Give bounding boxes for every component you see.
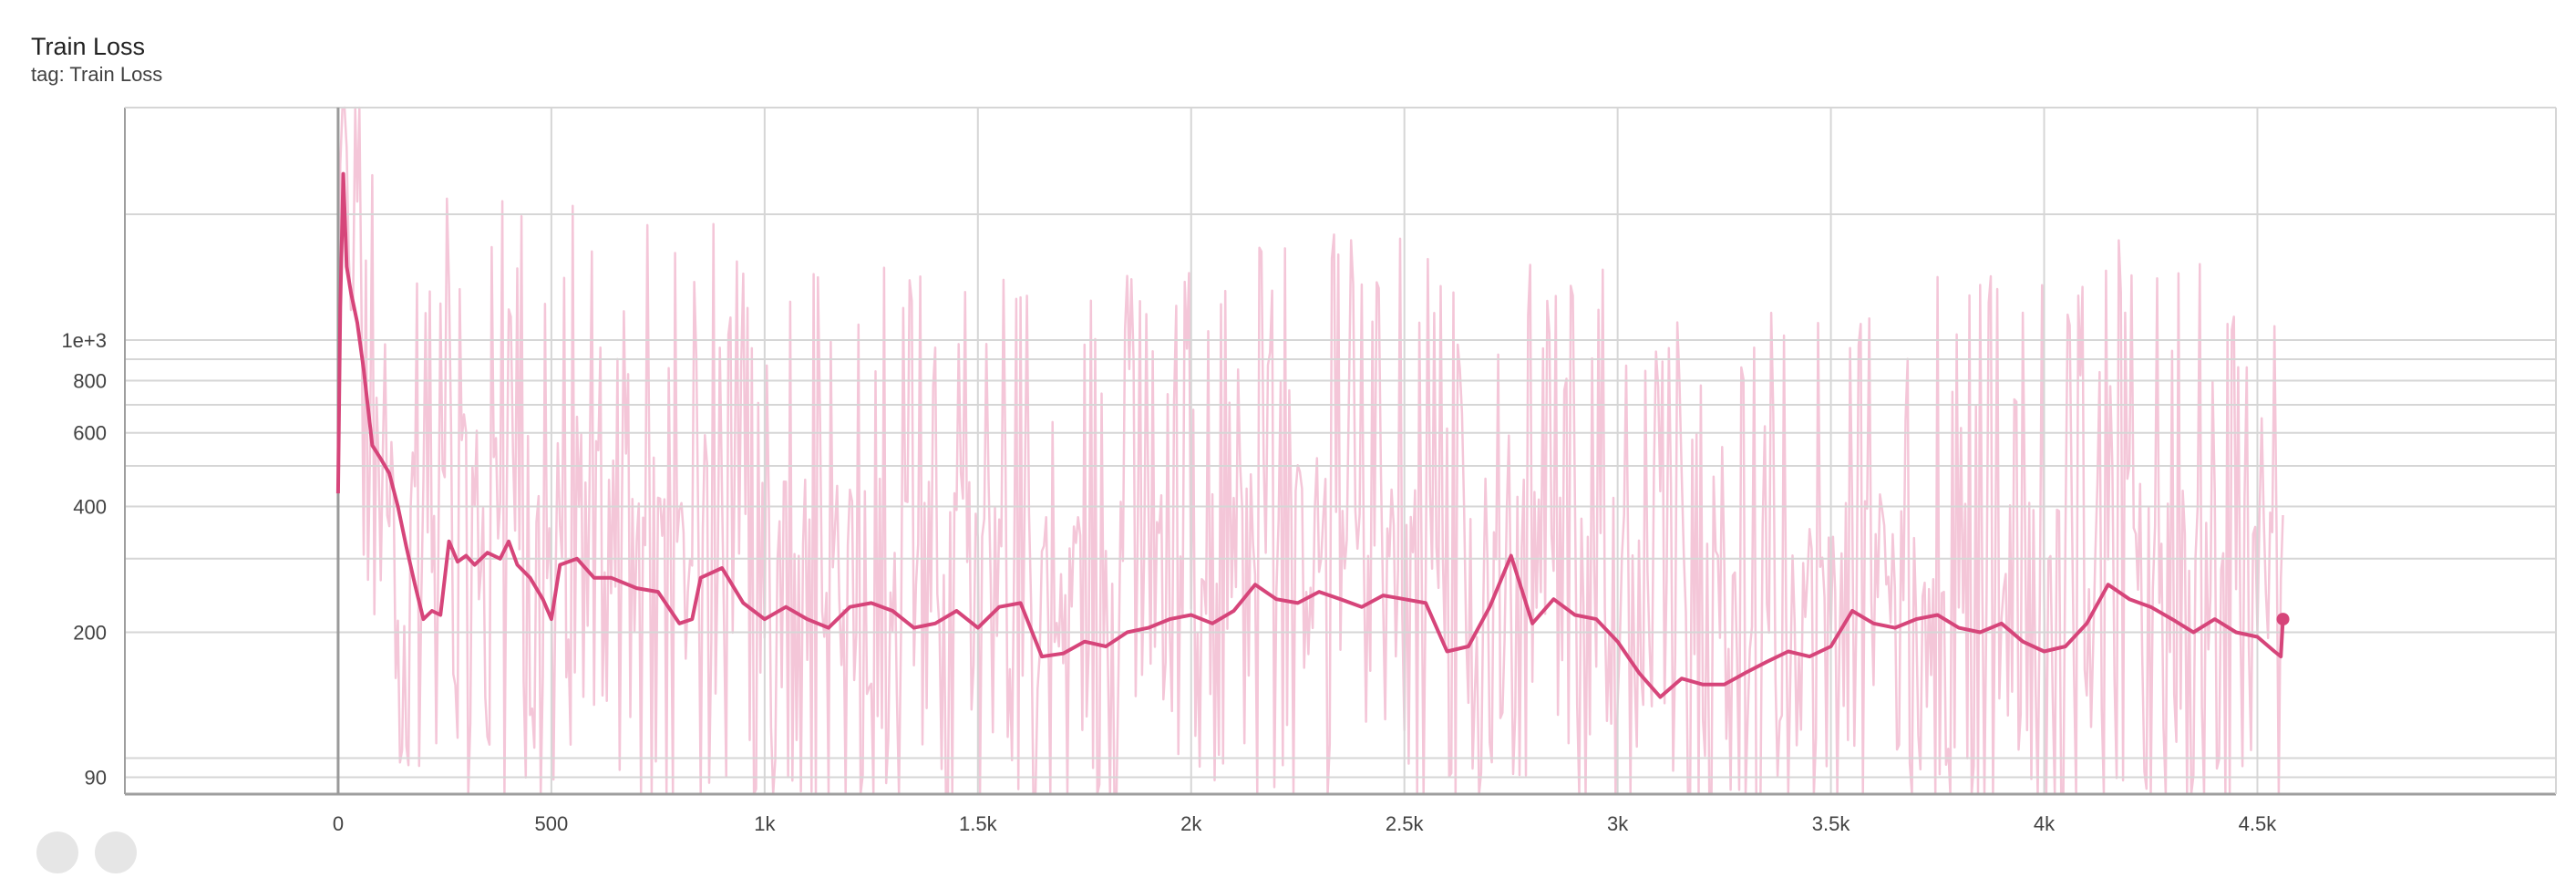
x-tick-label: 1k (754, 812, 776, 835)
x-tick-label: 500 (535, 812, 569, 835)
log-scale-button[interactable] (95, 832, 138, 873)
y-tick-label: 400 (73, 495, 107, 518)
y-tick-label: 200 (73, 621, 107, 644)
y-tick-label: 90 (85, 766, 107, 789)
expand-button[interactable] (36, 832, 78, 873)
x-tick-label: 3.5k (1812, 812, 1851, 835)
y-tick-label: 600 (73, 422, 107, 445)
chart-toolbar (36, 832, 149, 878)
y-tick-label: 1e+3 (61, 329, 107, 352)
tick-labels: 1e+3 800 600 400 200 90 0 500 1k 1.5k 2k 2.5k 3k 3.5k… (61, 329, 2277, 835)
grid (125, 108, 2556, 794)
last-point-marker (2276, 613, 2290, 626)
x-tick-label: 2.5k (1386, 812, 1425, 835)
raw-series-line (336, 106, 2284, 796)
series-layer (335, 171, 2290, 699)
raw-series (336, 106, 2284, 796)
x-tick-label: 3k (1607, 812, 1629, 835)
x-tick-label: 1.5k (959, 812, 998, 835)
x-tick-label: 4k (2034, 812, 2056, 835)
chart-tag: tag: Train Loss (31, 63, 163, 86)
x-tick-label: 4.5k (2239, 812, 2278, 835)
x-tick-label: 0 (333, 812, 344, 835)
smoothed-series-line (335, 171, 2285, 699)
y-tick-label: 800 (73, 369, 107, 392)
x-tick-label: 2k (1180, 812, 1202, 835)
chart-title: Train Loss (31, 33, 146, 60)
chart-svg[interactable]: 1e+3 800 600 400 200 90 0 500 1k 1.5k 2k 2.5k 3k 3.5k… (0, 0, 2576, 842)
chart-card-header: Train Loss tag: Train Loss (31, 31, 162, 88)
